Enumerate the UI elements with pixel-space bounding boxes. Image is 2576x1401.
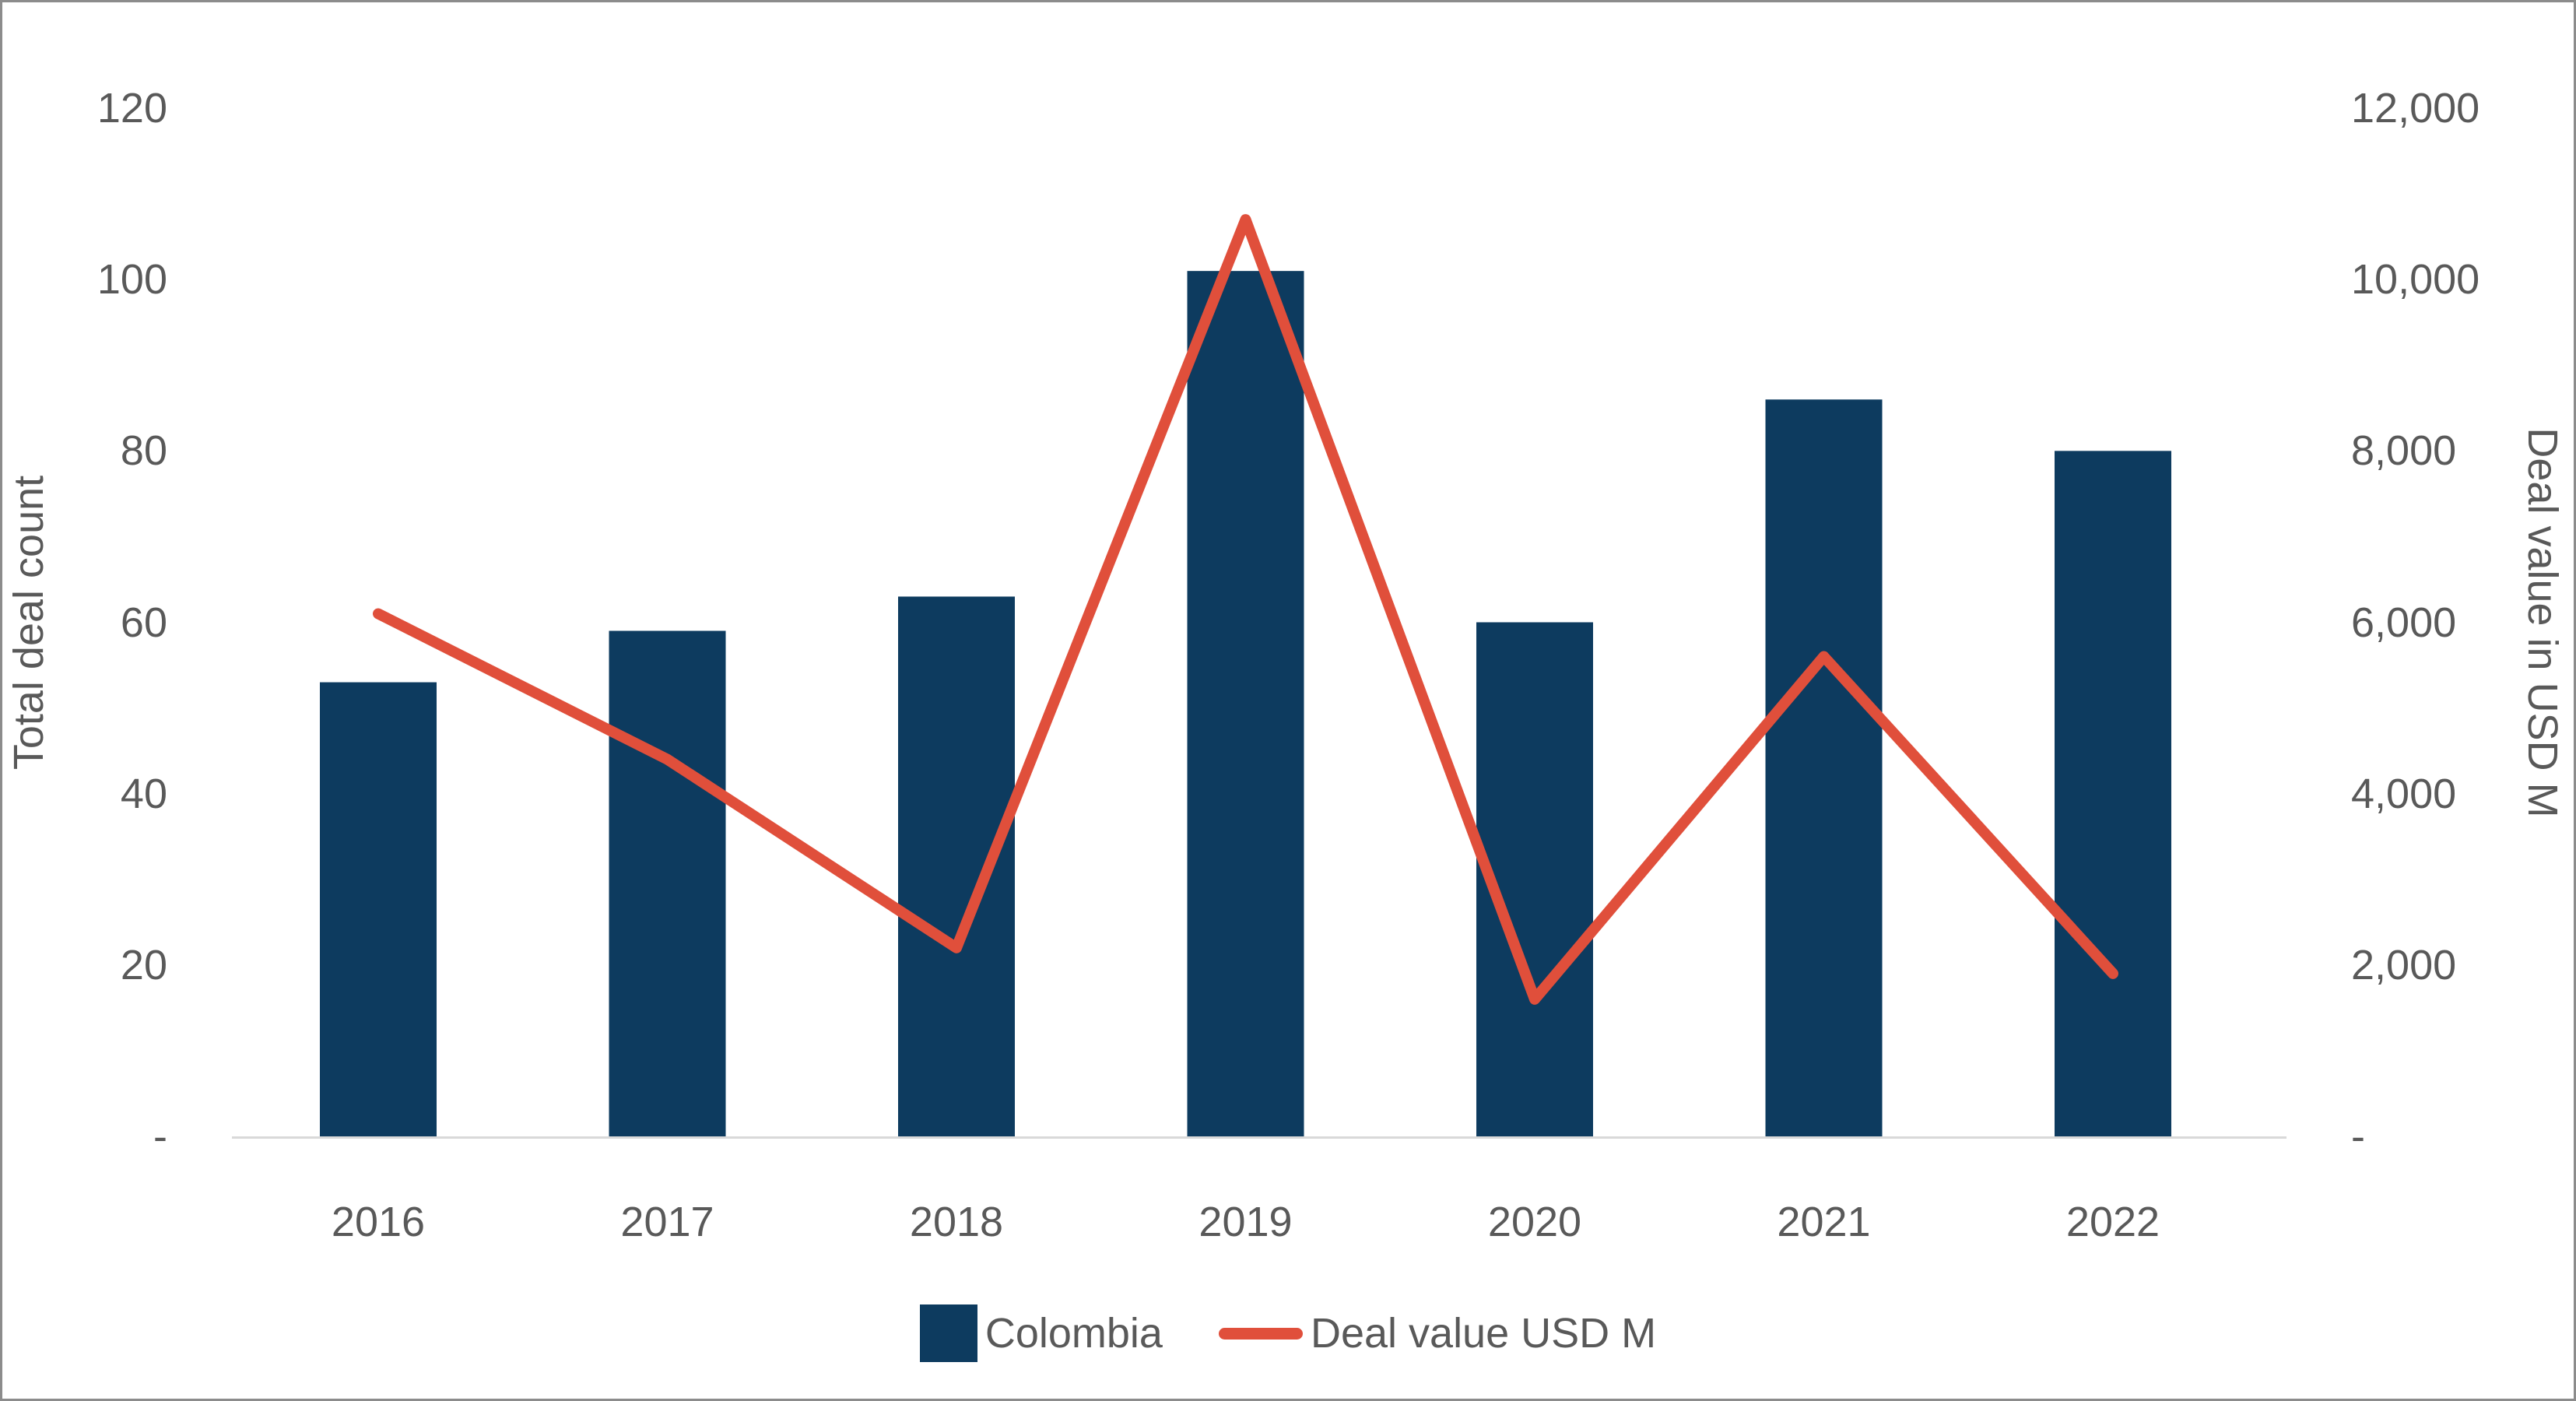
- y-axis-tick-left-120: 120: [97, 85, 167, 132]
- y-axis-tick-left-100: 100: [97, 256, 167, 304]
- legend: Colombia Deal value USD M: [2, 1283, 2574, 1384]
- bar-2019: [1187, 271, 1304, 1136]
- bar-2017: [609, 630, 726, 1136]
- x-axis-label-2019: 2019: [1199, 1199, 1293, 1245]
- legend-label-deal-value: Deal value USD M: [1310, 1310, 1657, 1357]
- legend-colombia-swatch: [919, 1304, 977, 1362]
- bar-2016: [320, 682, 437, 1136]
- deal-value-line: [373, 214, 2118, 1005]
- x-axis-label-2017: 2017: [620, 1199, 714, 1245]
- y-axis-tick-right-10,000: 10,000: [2351, 256, 2480, 304]
- y-axis-tick-left-60: 60: [120, 599, 167, 646]
- x-axis-label-2018: 2018: [909, 1199, 1004, 1245]
- bar-2022: [2055, 451, 2171, 1136]
- y-axis-tick-left-20: 20: [120, 941, 167, 988]
- y-axis-tick-left-80: 80: [120, 427, 167, 475]
- y-axis-tick-right-8,000: 8,000: [2351, 427, 2457, 475]
- bar-2021: [1765, 399, 1883, 1136]
- y-axis-tick-right-12,000: 12,000: [2351, 85, 2480, 132]
- x-axis-label-2022: 2022: [2065, 1199, 2160, 1245]
- right-axis-title: Deal value in USD M: [2519, 427, 2566, 818]
- legend-deal-value-line-swatch: [1218, 1327, 1303, 1340]
- x-axis-label-2020: 2020: [1487, 1199, 1582, 1245]
- y-axis-tick-right-6,000: 6,000: [2351, 599, 2457, 646]
- y-axis-tick-right-4,000: 4,000: [2351, 770, 2457, 817]
- x-axis-label-2021: 2021: [1777, 1199, 1871, 1245]
- y-axis-tick-right-2,000: 2,000: [2351, 941, 2457, 988]
- legend-label-colombia: Colombia: [984, 1310, 1163, 1357]
- y-axis-tick-left-40: 40: [120, 770, 167, 817]
- x-axis-label-2016: 2016: [331, 1199, 426, 1245]
- bar-2018: [898, 596, 1015, 1136]
- y-axis-tick-right--: -: [2351, 1113, 2365, 1160]
- y-axis-tick-left--: -: [153, 1113, 167, 1160]
